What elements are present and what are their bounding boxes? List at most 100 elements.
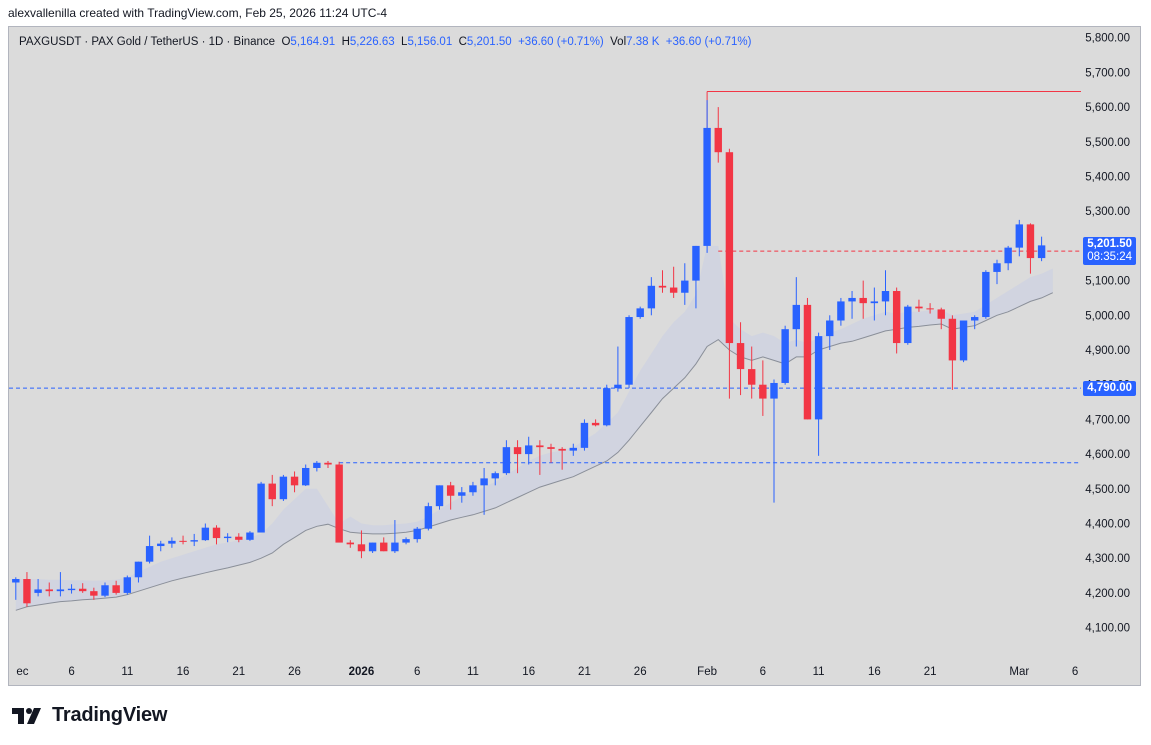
candle-body — [246, 532, 254, 540]
last-price: 5,201.50 — [1087, 238, 1132, 251]
y-tick-label: 4,700.00 — [1085, 414, 1130, 426]
candle-body — [168, 540, 176, 544]
last-price-tag: 5,201.50 08:35:24 — [1083, 237, 1136, 266]
candle-body — [45, 589, 53, 592]
candle-body — [1015, 224, 1023, 248]
x-tick-label: Mar — [1009, 666, 1029, 678]
y-tick-label: 4,400.00 — [1085, 519, 1130, 531]
legend-symbol[interactable]: PAXGUSDT · PAX Gold / TetherUS · 1D · Bi… — [19, 36, 276, 48]
candlestick-chart[interactable]: 5,800.00 5,700.00 5,600.00 5,500.00 5,400.00… — [9, 27, 1140, 685]
candle-body — [647, 285, 656, 309]
candle-body — [748, 369, 756, 385]
candle-body — [335, 464, 343, 543]
candle-body — [79, 588, 87, 592]
chart-frame[interactable]: 5,800.00 5,700.00 5,600.00 5,500.00 5,400.00… — [8, 26, 1141, 686]
candle-body — [145, 546, 154, 562]
candle-body — [368, 542, 377, 552]
candle-body — [201, 527, 210, 541]
candle-body — [23, 579, 31, 604]
y-tick-label: 5,700.00 — [1085, 67, 1130, 79]
candle-body — [525, 445, 533, 455]
candle-body — [892, 291, 901, 344]
candle-body — [580, 422, 589, 448]
legend-close-label: C — [458, 36, 467, 48]
candle-body — [591, 422, 600, 426]
candle-body — [313, 462, 321, 468]
y-tick-label: 4,300.00 — [1085, 553, 1130, 565]
candle-body — [235, 536, 243, 540]
legend-vol-label: Vol — [610, 36, 627, 48]
candle-body — [547, 447, 555, 449]
x-tick-label: 6 — [414, 666, 420, 678]
candle-body — [937, 309, 945, 319]
candle-body — [781, 329, 789, 383]
x-tick-label: ec — [16, 666, 28, 678]
y-tick-label: 5,400.00 — [1085, 172, 1130, 184]
candle-body — [703, 127, 711, 246]
candle-body — [803, 304, 812, 420]
legend-low: 5,156.01 — [407, 36, 453, 48]
x-tick-label: 26 — [288, 666, 301, 678]
y-tick-label: 5,500.00 — [1085, 137, 1130, 149]
candle-body — [982, 271, 990, 318]
y-tick-label: 5,600.00 — [1085, 102, 1130, 114]
candle-body — [558, 448, 566, 451]
candle-body — [101, 585, 109, 596]
candle-body — [826, 320, 834, 337]
candle-body — [380, 542, 388, 552]
candle-body — [12, 579, 20, 583]
legend-high-label: H — [341, 36, 350, 48]
legend-open: 5,164.91 — [290, 36, 336, 48]
candle-body — [424, 506, 433, 529]
tradingview-brand[interactable]: TradingView — [12, 704, 167, 727]
candle-body — [134, 561, 143, 578]
candle-body — [614, 384, 622, 389]
candle-body — [212, 527, 221, 539]
candle-body — [625, 317, 633, 385]
x-tick-label: 16 — [522, 666, 535, 678]
plot-background — [9, 27, 1140, 685]
candle-body — [692, 245, 700, 281]
x-tick-label: 26 — [634, 666, 647, 678]
moving-average-line — [15, 292, 1054, 611]
candle-body — [502, 447, 511, 474]
candle-body — [402, 539, 410, 543]
ohlc-legend: PAXGUSDT · PAX Gold / TetherUS · 1D · Bi… — [19, 36, 751, 48]
candle-body — [870, 301, 879, 304]
level-price: 4,790.00 — [1087, 382, 1132, 395]
candle-body — [814, 336, 823, 420]
candle-body — [636, 308, 644, 318]
candle-body — [324, 462, 332, 465]
candle-body — [569, 447, 577, 451]
candle-body — [859, 297, 867, 304]
candle-body — [603, 388, 611, 426]
y-tick-label: 4,100.00 — [1085, 623, 1130, 635]
x-tick-label: 6 — [68, 666, 74, 678]
y-tick-label: 4,200.00 — [1085, 588, 1130, 600]
candle-body — [290, 476, 299, 486]
candle-body — [223, 536, 232, 539]
legend-low-label: L — [401, 36, 408, 48]
candle-body — [658, 285, 667, 288]
candle-body — [1004, 247, 1012, 264]
tradingview-logo-icon — [12, 707, 41, 724]
candle-body — [346, 542, 354, 545]
y-tick-label: 4,900.00 — [1085, 345, 1130, 357]
candle-body — [881, 291, 890, 302]
candle-body — [736, 343, 745, 370]
candle-body — [190, 540, 198, 542]
candle-body — [112, 585, 120, 593]
candle-body — [268, 483, 276, 500]
candle-body — [123, 577, 131, 593]
candle-body — [904, 306, 912, 344]
legend-vol-change: +36.60 (+0.71%) — [665, 36, 752, 48]
x-tick-label: 11 — [813, 666, 825, 678]
candle-body — [157, 543, 165, 547]
candle-body — [837, 301, 845, 321]
x-tick-label: 21 — [578, 666, 591, 678]
legend-close: 5,201.50 — [466, 36, 512, 48]
x-tick-label: 11 — [467, 666, 479, 678]
candle-body — [458, 492, 466, 496]
candle-body — [435, 485, 444, 507]
candle-body — [67, 588, 76, 591]
